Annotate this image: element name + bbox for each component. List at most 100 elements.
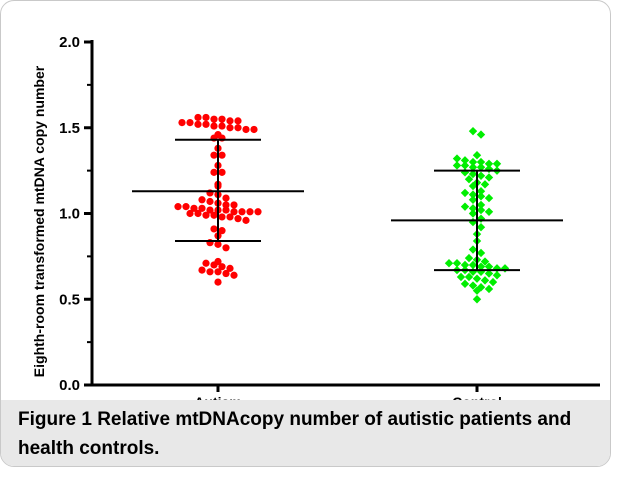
autism-data-point [222,206,230,214]
control-data-point [476,267,486,277]
control-data-point [476,205,486,215]
autism-data-point [222,269,230,278]
autism-data-point [218,263,226,271]
autism-data-point [218,151,226,159]
autism-data-point [226,264,234,272]
autism-data-point [218,213,226,221]
autism-data-point [214,240,222,248]
control-data-point [452,161,462,170]
figure-label: Figure 1 [18,409,92,430]
chart: 0.0 0.5 1.0 1.5 2.0 Autism Control Eighth-room… [31,34,600,400]
control-data-point [488,277,498,287]
autism-data-point [242,216,250,224]
autism-data-point [222,194,230,202]
control-data-point [468,190,478,199]
autism-data-point [210,225,218,233]
control-data-point [460,168,470,177]
y-tick-label: 0.0 [59,377,80,394]
autism-data-point [194,120,202,128]
autism-data-point [218,227,226,235]
control-data-point [452,154,462,163]
autism-data-point [210,151,218,159]
autism-data-point [226,213,234,221]
figure-caption-text: Relative mtDNAcopy number of autistic pa… [18,409,572,459]
autism-data-point [214,278,222,286]
control-data-point [468,209,478,218]
autism-data-point [226,117,234,125]
autism-data-point [186,209,194,218]
autism-data-point [210,211,218,219]
x-tick-label: Autism [194,394,241,400]
autism-data-point [186,119,194,127]
control-data-point [484,159,494,168]
autism-data-point [234,215,242,223]
control-data-point [464,272,474,282]
control-data-point [468,126,478,136]
control-data-point [468,195,478,204]
control-data-point [476,187,486,196]
control-data-point [476,248,486,258]
y-tick-label: 0.5 [59,291,80,308]
control-data-point [492,159,502,168]
autism-data-point [214,268,222,276]
control-data-point [476,162,486,172]
caption-band [1,400,610,466]
y-tick-label: 1.5 [59,120,80,137]
control-data-point [484,269,494,278]
autism-data-point [210,261,218,269]
control-data-point [476,214,486,223]
control-data-point [480,180,490,189]
autism-data-point [250,125,258,134]
control-data-point [460,188,470,198]
autism-data-point [202,120,210,128]
control-data-point [468,260,478,270]
y-axis-label: Eighth-room transformed mtDNA copy numbe… [31,65,47,377]
autism-data-point [222,244,230,252]
x-tick-label: Control [452,394,502,400]
control-data-point [472,150,482,160]
autism-data-point [206,268,214,276]
autism-data-point [246,208,254,216]
y-tick-label: 2.0 [59,34,80,51]
autism-data-point [218,115,226,123]
autism-data-point [210,115,218,123]
autism-data-point [210,122,218,130]
control-data-point [452,259,462,268]
control-data-point [476,192,486,201]
control-data-point [468,181,478,191]
control-data-point [468,204,478,213]
control-data-point [484,164,494,174]
figure-frame [0,0,611,467]
chart-error-bars [132,138,563,272]
autism-data-point [194,209,202,218]
control-data-point [472,274,482,283]
control-data-point [468,217,478,227]
control-data-point [484,193,494,203]
autism-data-point [178,119,186,127]
control-data-point [468,281,478,290]
control-data-point [460,260,470,270]
control-data-point [460,161,470,170]
control-data-point [484,207,494,216]
control-data-point [468,162,478,172]
control-data-point [476,223,486,232]
autism-data-point [238,208,246,216]
control-data-point [480,276,490,285]
autism-data-point [234,117,242,125]
control-data-point [476,157,486,167]
autism-data-point [218,122,226,130]
autism-data-point [210,168,218,176]
autism-data-point [194,113,202,122]
autism-data-point [206,197,214,206]
control-data-point [464,175,474,184]
control-data-point [472,286,482,295]
control-data-point [476,171,486,180]
autism-data-point [242,125,250,134]
autism-data-point [218,168,226,176]
y-tick-label: 1.0 [59,206,80,223]
autism-data-point [202,113,210,122]
autism-data-point [206,206,214,214]
autism-data-point [198,196,206,204]
control-data-point [468,245,478,254]
autism-data-point [230,271,238,279]
